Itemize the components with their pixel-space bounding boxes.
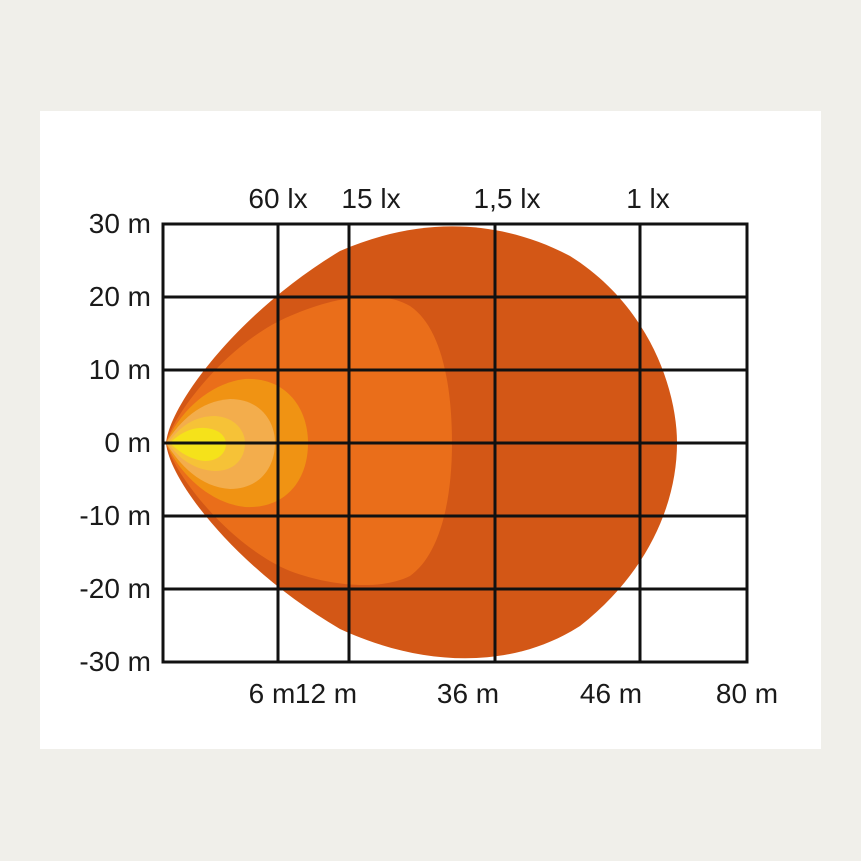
x-tick-label: 36 m (437, 678, 499, 709)
lux-labels: 60 lx 15 lx 1,5 lx 1 lx (248, 183, 669, 214)
illumination-chart: 60 lx 15 lx 1,5 lx 1 lx 30 m 20 m 10 m 0… (79, 183, 778, 709)
y-tick-label: 0 m (104, 427, 151, 458)
grid (161, 222, 749, 664)
x-tick-label: 12 m (295, 678, 357, 709)
y-tick-label: 20 m (89, 281, 151, 312)
lux-label-60: 60 lx (248, 183, 307, 214)
x-tick-label: 6 m (249, 678, 296, 709)
y-tick-label: 30 m (89, 208, 151, 239)
plot-frame (161, 222, 749, 664)
x-tick-label: 46 m (580, 678, 642, 709)
chart-card: 60 lx 15 lx 1,5 lx 1 lx 30 m 20 m 10 m 0… (40, 111, 821, 749)
y-axis-labels: 30 m 20 m 10 m 0 m -10 m -20 m -30 m (79, 208, 151, 677)
x-tick-label: 80 m (716, 678, 778, 709)
lux-label-1-5: 1,5 lx (474, 183, 541, 214)
y-tick-label: -20 m (79, 573, 151, 604)
y-tick-label: -10 m (79, 500, 151, 531)
x-axis-labels: 6 m 12 m 36 m 46 m 80 m (249, 678, 778, 709)
y-tick-label: -30 m (79, 646, 151, 677)
lux-label-15: 15 lx (341, 183, 400, 214)
y-tick-label: 10 m (89, 354, 151, 385)
lux-label-1: 1 lx (626, 183, 670, 214)
